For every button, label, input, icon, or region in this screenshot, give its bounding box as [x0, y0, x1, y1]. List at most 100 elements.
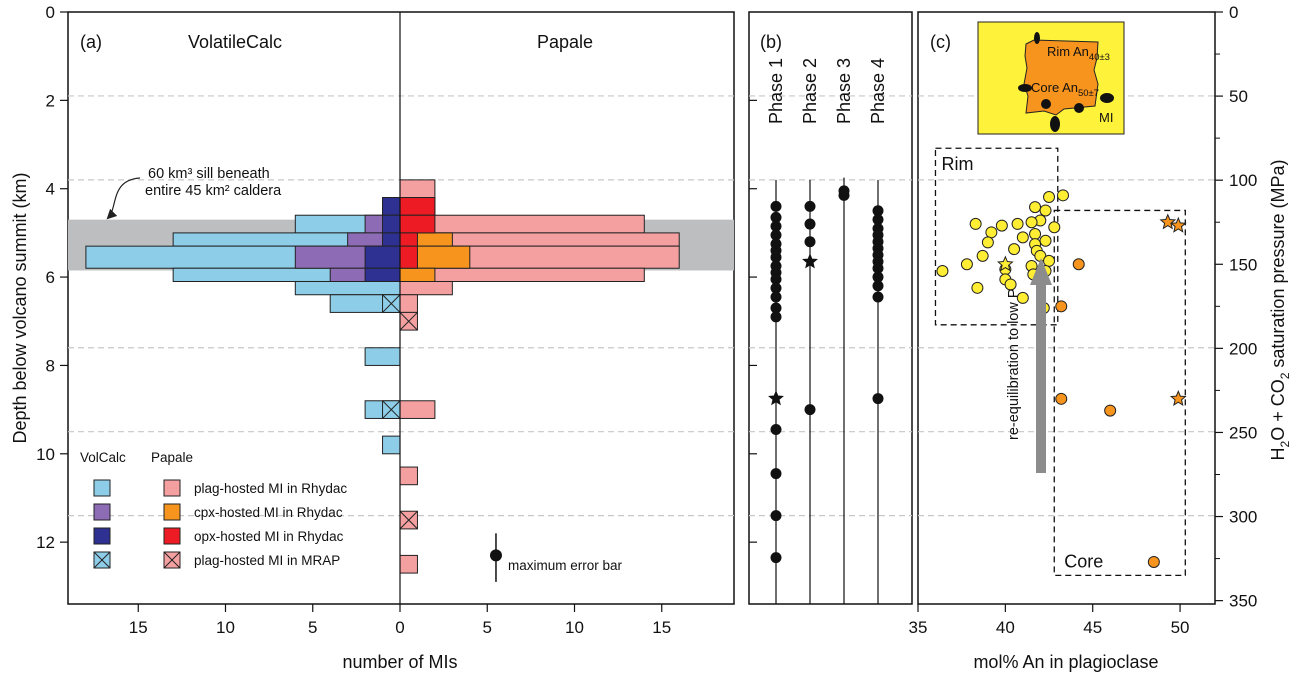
rim-core-boxes: Rim Core: [934, 147, 1186, 577]
core-star: [1169, 389, 1187, 406]
ylabel-h2o: H: [1268, 447, 1288, 460]
legend-label: cpx-hosted MI in Rhydac: [194, 505, 343, 520]
phase-point: [872, 393, 884, 405]
legend-swatch: [93, 527, 111, 545]
phase-point: [770, 552, 782, 564]
bar-volatilecalc-opx: [382, 232, 401, 247]
y-tick-label: 8: [46, 356, 55, 375]
rim-point: [1039, 234, 1052, 247]
bar-volatilecalc-opx: [382, 214, 401, 234]
bar-papale-cpx: [399, 267, 436, 282]
legend-swatch: [93, 503, 111, 521]
rim-point: [936, 265, 949, 277]
phase-star: [802, 253, 818, 269]
box-rim: [934, 147, 1059, 326]
c-x-tick-label: 35: [909, 618, 928, 637]
core-star: [1159, 213, 1177, 230]
inset-crystal: [1023, 39, 1099, 116]
y-axis-label: Depth below volcano summit (km): [10, 172, 30, 443]
c-y-tick-label: 0: [1229, 3, 1238, 22]
bar-volatilecalc-plag: [364, 347, 401, 366]
x-tick-label: 10: [216, 618, 235, 637]
x-tick-label: 15: [129, 618, 148, 637]
rim-point: [960, 258, 973, 271]
y-tick-label: 4: [46, 180, 55, 199]
bar-papale-plag: [399, 554, 418, 574]
c-y-tick-label: 150: [1229, 255, 1257, 274]
rim-point: [1039, 204, 1052, 217]
phase-point: [838, 189, 850, 201]
phase-point: [770, 220, 782, 232]
phase-point: [872, 291, 884, 303]
ylabel-sub-2b: 2: [1278, 372, 1290, 379]
rim-point: [1008, 243, 1021, 256]
phase-point: [872, 280, 884, 292]
c-y-tick-label: 300: [1229, 508, 1257, 527]
c-y-tick-label: 250: [1229, 423, 1257, 442]
panel-b-label: (b): [760, 32, 782, 52]
rim-point: [1004, 278, 1017, 291]
core-star: [1169, 216, 1187, 233]
y-tick-label: 2: [46, 91, 55, 110]
rim-point: [985, 226, 998, 239]
sill-annotation-line2: entire 45 km² caldera: [145, 183, 282, 199]
phase-label: Phase 4: [868, 58, 888, 124]
phase-point: [872, 214, 884, 226]
phase-point: [770, 200, 782, 212]
bar-cross-line: [382, 400, 401, 419]
ylabel-sub-2a: 2: [1278, 440, 1290, 447]
y-tick-label: 6: [46, 268, 55, 287]
panel-b-frame: [748, 11, 913, 605]
re-equilibration-label: re-equilibration to low P: [1006, 288, 1022, 440]
x-tick-label: 5: [483, 618, 492, 637]
phase-point: [770, 251, 782, 263]
rim-point: [1025, 216, 1038, 229]
max-error-bar: [489, 533, 502, 582]
bar-papale-opx: [399, 232, 418, 247]
rim-point: [1043, 254, 1056, 267]
bar-volatilecalc-plag: [294, 280, 401, 296]
inset-rim-sub: 40±3: [1089, 52, 1110, 63]
inset-core-text: Core An: [1031, 80, 1078, 95]
bar-papale-plag: [399, 466, 418, 486]
bar-papale-opx: [399, 197, 436, 216]
legend-header-volcalc: VolCalc: [80, 450, 126, 465]
y-tick-label: 0: [46, 3, 55, 22]
legend-rows: plag-hosted MI in Rhydac cpx-hosted MI in…: [93, 479, 347, 569]
c-x-tick-label: 45: [1083, 618, 1102, 637]
phase-point: [770, 211, 782, 223]
rim-point: [1016, 291, 1029, 304]
rim-box-label: Rim: [941, 154, 973, 174]
inset-mi-right: [1074, 103, 1084, 113]
c-y-tick-label: 50: [1229, 87, 1248, 106]
phase-point: [770, 302, 782, 314]
inset-mi-outer: [1100, 93, 1114, 103]
rim-point: [1043, 191, 1056, 203]
error-bar-label: maximum error bar: [508, 558, 623, 573]
bar-papale-plag: [399, 179, 436, 199]
legend-header-papale: Papale: [151, 450, 193, 465]
phase-point: [872, 262, 884, 274]
ylabel-o-co: O + CO: [1268, 379, 1288, 441]
x-axis-label: number of MIs: [342, 652, 457, 672]
inset-mi-center: [1041, 99, 1051, 109]
bar-papale-plag: [399, 400, 436, 419]
rim-point: [1029, 201, 1042, 214]
legend-swatch: [163, 527, 181, 545]
x-tick-label: 10: [565, 618, 584, 637]
inset-mi-top: [1034, 32, 1040, 44]
phase-point: [804, 218, 816, 230]
phase-label: Phase 1: [766, 58, 786, 124]
panel-a: 15 10 5 0 5 10 15 0 2 4 6 8 10 12 (a) VolatileCalc Pa…: [10, 3, 735, 672]
bar-volatilecalc-opx: [364, 245, 401, 269]
box-core: [1053, 209, 1186, 577]
inset-mi-left: [1018, 84, 1032, 92]
rim-star: [996, 255, 1014, 272]
phase-point: [770, 291, 782, 303]
legend-swatch: [163, 503, 181, 521]
bar-volatilecalc-opx: [364, 267, 401, 282]
legend-swatch-cross: [163, 551, 181, 569]
c-y-tick-label: 100: [1229, 171, 1257, 190]
core-point: [1104, 404, 1117, 417]
